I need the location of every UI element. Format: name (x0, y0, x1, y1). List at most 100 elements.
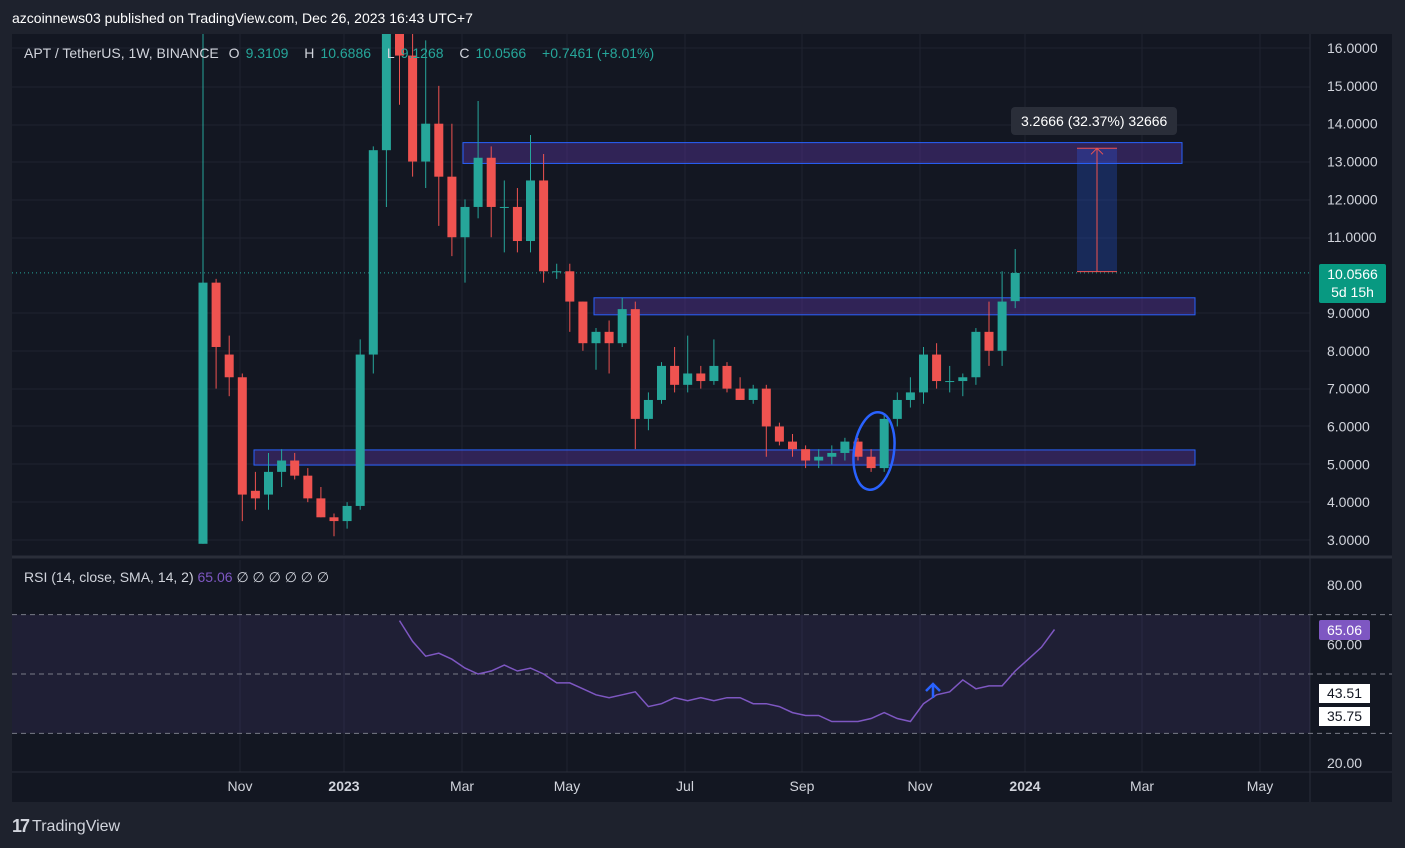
candle-body (984, 331, 994, 351)
candle-body (381, 34, 391, 151)
candle-body (892, 399, 902, 419)
candle-body (277, 460, 287, 472)
symbol-title[interactable]: APT / TetherUS, 1W, BINANCE (24, 45, 219, 61)
candle-body (290, 460, 300, 476)
time-axis-label: Sep (790, 778, 815, 794)
time-axis-label: May (1247, 778, 1273, 794)
high-label: H (304, 45, 315, 61)
last-price-tag: 10.0566 5d 15h (1319, 264, 1386, 303)
candle-body (1010, 272, 1020, 302)
price-axis-label: 11.0000 (1327, 229, 1377, 245)
candle-body (643, 399, 653, 419)
open-value: 9.3109 (245, 45, 289, 61)
candle-body (460, 206, 470, 238)
support-resistance-zone (462, 142, 1183, 164)
measure-tooltip: 3.2666 (32.37%) 32666 (1011, 107, 1178, 135)
candle-body (421, 123, 431, 162)
candle-body (630, 309, 640, 419)
bar-countdown: 5d 15h (1331, 284, 1374, 300)
candle-body (774, 426, 784, 442)
rsi-upper-band-tag: 43.51 (1319, 684, 1370, 703)
candle-body (486, 157, 496, 207)
candle-body (368, 150, 378, 355)
candle-body (303, 475, 313, 499)
candle-body (552, 271, 562, 273)
time-axis-label: 2024 (1009, 778, 1040, 794)
price-axis-label: 16.0000 (1327, 40, 1378, 56)
rsi-title[interactable]: RSI (14, close, SMA, 14, 2) (24, 569, 194, 585)
tradingview-logo[interactable]: 17 TradingView (12, 816, 120, 837)
candle-body (198, 282, 208, 544)
candle-body (565, 271, 575, 302)
time-axis-label: 2023 (328, 778, 359, 794)
price-axis-label: 3.0000 (1327, 532, 1370, 548)
time-axis-label: Mar (1130, 778, 1154, 794)
candle-body (801, 449, 811, 461)
candles (198, 34, 1020, 544)
candle-body (237, 377, 247, 495)
candle-body (827, 452, 837, 457)
published-header: azcoinnews03 published on TradingView.co… (12, 10, 473, 26)
candle-body (539, 180, 549, 272)
candle-body (866, 456, 876, 469)
candle-body (657, 365, 666, 400)
rsi-up-arrow-icon (925, 682, 941, 698)
candle-body (395, 34, 404, 56)
change-value: +0.7461 (+8.01%) (542, 45, 655, 61)
time-axis-label: Nov (228, 778, 253, 794)
candle-body (264, 471, 273, 495)
candle-body (224, 354, 234, 378)
candle-body (355, 354, 365, 506)
price-axis-label: 7.0000 (1327, 381, 1370, 397)
candle-body (473, 157, 483, 207)
tradingview-brand: TradingView (32, 817, 121, 835)
candle-body (722, 365, 732, 389)
time-axis-label: Jul (676, 778, 694, 794)
highlight-ellipse (852, 411, 896, 491)
candle-body (958, 377, 968, 382)
price-axis-label: 12.0000 (1327, 191, 1378, 207)
rsi-na-values: ∅ ∅ ∅ ∅ ∅ ∅ (236, 569, 330, 585)
low-value: 9.1268 (400, 45, 444, 61)
last-price: 10.0566 (1327, 266, 1378, 282)
candle-body (342, 505, 352, 522)
candle-body (211, 282, 221, 347)
price-axis-label: 4.0000 (1327, 494, 1370, 510)
support-resistance-zone (593, 297, 1196, 316)
rsi-line (398, 620, 1056, 723)
candle-body (591, 331, 601, 344)
price-axis-label: 5.0000 (1327, 456, 1370, 472)
candle-body (696, 373, 706, 382)
candle-body (329, 517, 339, 522)
candle-body (945, 381, 955, 383)
rsi-legend-value: 65.06 (197, 569, 233, 585)
candle-body (604, 331, 614, 344)
grid (12, 34, 1310, 772)
high-value: 10.6886 (320, 45, 372, 61)
open-label: O (228, 45, 240, 61)
time-axis-label: Mar (450, 778, 474, 794)
price-axis-label: 6.0000 (1327, 418, 1370, 434)
price-axis-label: 13.0000 (1327, 154, 1378, 170)
candle-body (814, 456, 824, 461)
candle-body (709, 365, 719, 382)
candle-body (526, 180, 535, 242)
candle-body (761, 388, 771, 427)
measure-arrowhead (1090, 147, 1104, 155)
candle-body (670, 365, 680, 385)
close-value: 10.0566 (475, 45, 527, 61)
time-axis-label: Nov (908, 778, 933, 794)
low-label: L (386, 45, 395, 61)
candle-body (919, 354, 928, 393)
rsi-legend: RSI (14, close, SMA, 14, 2) 65.06 ∅ ∅ ∅ … (24, 569, 329, 586)
rsi-value-tag: 65.06 (1319, 620, 1370, 640)
candle-body (997, 301, 1007, 351)
candle-body (408, 55, 418, 162)
support-resistance-zone (253, 449, 1196, 466)
candle-body (434, 123, 444, 177)
candle-body (788, 441, 797, 450)
candle-body (840, 441, 850, 453)
candle-body (578, 301, 588, 344)
rsi-axis-label: 60.00 (1327, 636, 1362, 652)
